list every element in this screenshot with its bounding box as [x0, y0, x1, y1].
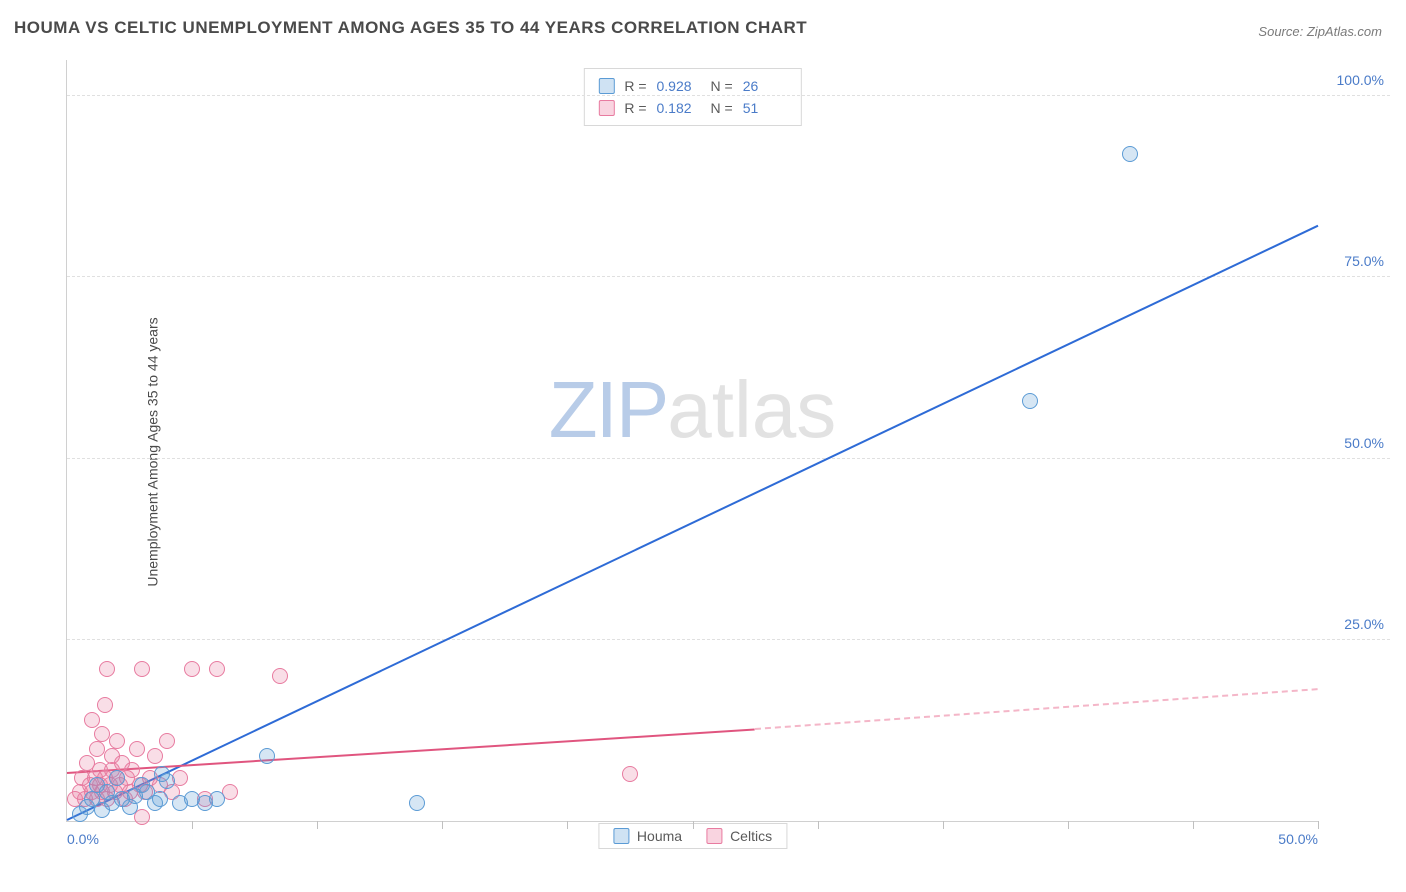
watermark: ZIPatlas	[549, 364, 836, 456]
gridline-h	[67, 95, 1390, 96]
point-houma	[209, 791, 225, 807]
watermark-atlas: atlas	[667, 365, 836, 454]
point-houma	[1122, 146, 1138, 162]
x-tick	[317, 821, 318, 829]
legend-swatch-houma	[613, 828, 629, 844]
gridline-h	[67, 639, 1390, 640]
y-tick-label: 50.0%	[1344, 435, 1384, 451]
stat-n-value-houma: 26	[743, 75, 787, 97]
stat-n-value-celtics: 51	[743, 97, 787, 119]
x-tick	[192, 821, 193, 829]
chart-container: Unemployment Among Ages 35 to 44 years Z…	[48, 52, 1390, 852]
point-houma	[1022, 393, 1038, 409]
y-tick-label: 75.0%	[1344, 253, 1384, 269]
stat-r-label: R =	[624, 97, 646, 119]
point-celtics	[99, 661, 115, 677]
source-name: ZipAtlas.com	[1307, 24, 1382, 39]
gridline-h	[67, 276, 1390, 277]
legend-label-houma: Houma	[637, 828, 682, 844]
x-tick	[818, 821, 819, 829]
gridline-h	[67, 458, 1390, 459]
x-tick-label: 50.0%	[1278, 831, 1318, 847]
stat-n-label: N =	[711, 75, 733, 97]
point-celtics	[94, 726, 110, 742]
chart-title: HOUMA VS CELTIC UNEMPLOYMENT AMONG AGES …	[14, 18, 807, 38]
point-houma	[152, 791, 168, 807]
point-celtics	[84, 712, 100, 728]
x-tick	[567, 821, 568, 829]
point-celtics	[134, 661, 150, 677]
trend-line	[755, 689, 1318, 731]
point-celtics	[159, 733, 175, 749]
point-celtics	[622, 766, 638, 782]
source-label: Source:	[1258, 24, 1303, 39]
legend-item-houma: Houma	[613, 828, 682, 844]
point-celtics	[97, 697, 113, 713]
point-celtics	[134, 809, 150, 825]
stat-n-label: N =	[711, 97, 733, 119]
stats-row-houma: R = 0.928 N = 26	[598, 75, 786, 97]
point-celtics	[109, 733, 125, 749]
y-tick-label: 25.0%	[1344, 616, 1384, 632]
stat-r-value-celtics: 0.182	[657, 97, 701, 119]
swatch-houma	[598, 78, 614, 94]
legend-swatch-celtics	[706, 828, 722, 844]
x-tick	[1068, 821, 1069, 829]
x-tick	[1193, 821, 1194, 829]
point-celtics	[89, 741, 105, 757]
x-tick-label: 0.0%	[67, 831, 99, 847]
point-celtics	[209, 661, 225, 677]
swatch-celtics	[598, 100, 614, 116]
stats-row-celtics: R = 0.182 N = 51	[598, 97, 786, 119]
watermark-zip: ZIP	[549, 365, 667, 454]
y-tick-label: 100.0%	[1337, 72, 1384, 88]
point-houma	[409, 795, 425, 811]
plot-area: ZIPatlas R = 0.928 N = 26 R = 0.182 N = …	[66, 60, 1318, 822]
source-attribution: Source: ZipAtlas.com	[1258, 24, 1382, 39]
point-celtics	[184, 661, 200, 677]
stat-r-label: R =	[624, 75, 646, 97]
x-tick	[442, 821, 443, 829]
point-houma	[259, 748, 275, 764]
legend-label-celtics: Celtics	[730, 828, 772, 844]
point-celtics	[129, 741, 145, 757]
stat-r-value-houma: 0.928	[657, 75, 701, 97]
x-tick	[1318, 821, 1319, 829]
point-houma	[109, 770, 125, 786]
point-houma	[159, 773, 175, 789]
point-celtics	[272, 668, 288, 684]
point-celtics	[147, 748, 163, 764]
x-tick	[693, 821, 694, 829]
x-tick	[943, 821, 944, 829]
legend-item-celtics: Celtics	[706, 828, 772, 844]
stats-box: R = 0.928 N = 26 R = 0.182 N = 51	[583, 68, 801, 126]
